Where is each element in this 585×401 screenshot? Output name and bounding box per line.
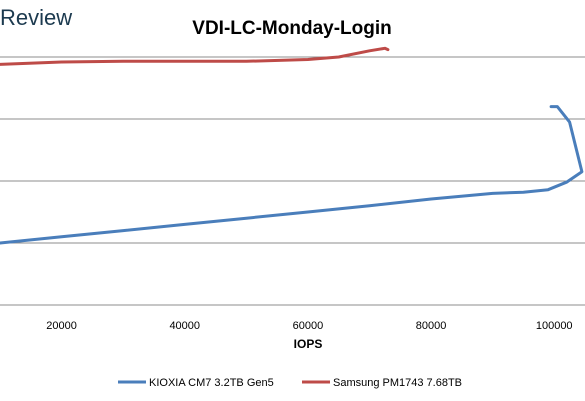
x-tick-label-2: 60000 [293, 320, 324, 332]
x-axis-tick-labels: 20000 40000 60000 80000 100000 [46, 320, 572, 332]
x-tick-label-0: 20000 [46, 320, 77, 332]
series-line-1 [0, 46, 390, 66]
legend-label-0: KIOXIA CM7 3.2TB Gen5 [149, 377, 274, 389]
gridlines [0, 56, 585, 306]
series-lines [0, 46, 584, 245]
x-axis-label: IOPS [294, 337, 323, 351]
chart-title: VDI-LC-Monday-Login [192, 18, 391, 39]
x-tick-label-1: 40000 [169, 320, 200, 332]
series-line-0 [0, 105, 584, 245]
x-tick-label-3: 80000 [416, 320, 447, 332]
x-tick-label-4: 100000 [536, 320, 573, 332]
legend: KIOXIA CM7 3.2TB Gen5 Samsung PM1743 7.68… [118, 377, 462, 389]
brand-logo-text: Review [0, 5, 72, 30]
legend-label-1: Samsung PM1743 7.68TB [333, 377, 462, 389]
